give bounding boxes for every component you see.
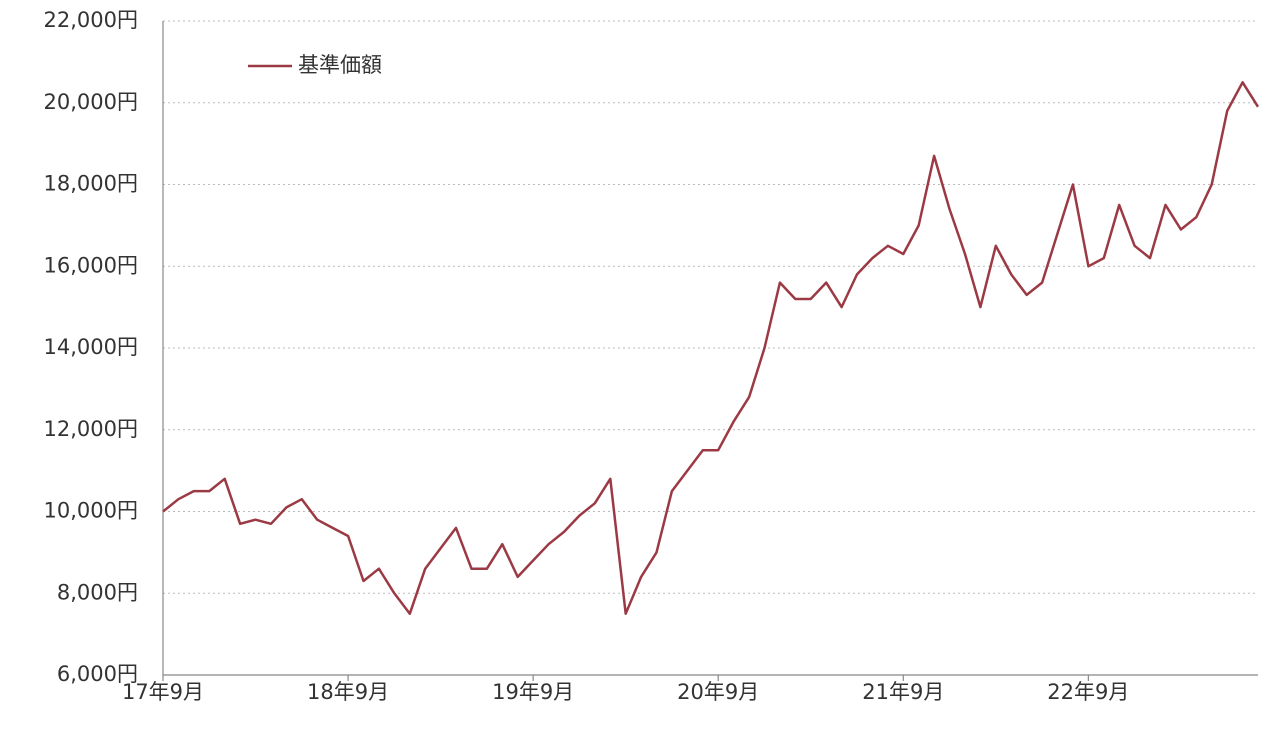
y-tick-label: 6,000円	[57, 662, 138, 686]
y-tick-label: 8,000円	[57, 580, 138, 604]
x-tick-label: 19年9月	[492, 680, 574, 704]
y-tick-label: 10,000円	[44, 499, 138, 523]
y-tick-label: 20,000円	[44, 90, 138, 114]
y-tick-label: 12,000円	[44, 417, 138, 441]
x-tick-label: 20年9月	[677, 680, 759, 704]
y-tick-label: 18,000円	[44, 172, 138, 196]
y-tick-label: 14,000円	[44, 335, 138, 359]
line	[162, 81, 1260, 615]
x-tick-label: 22年9月	[1047, 680, 1129, 704]
x-tick-label: 18年9月	[307, 680, 389, 704]
legend-label: 基準価額	[298, 53, 382, 77]
y-tick-label: 16,000円	[44, 253, 138, 277]
x-tick-label: 17年9月	[122, 680, 204, 704]
y-tick-label: 22,000円	[44, 8, 138, 32]
x-tick-label: 21年9月	[862, 680, 944, 704]
